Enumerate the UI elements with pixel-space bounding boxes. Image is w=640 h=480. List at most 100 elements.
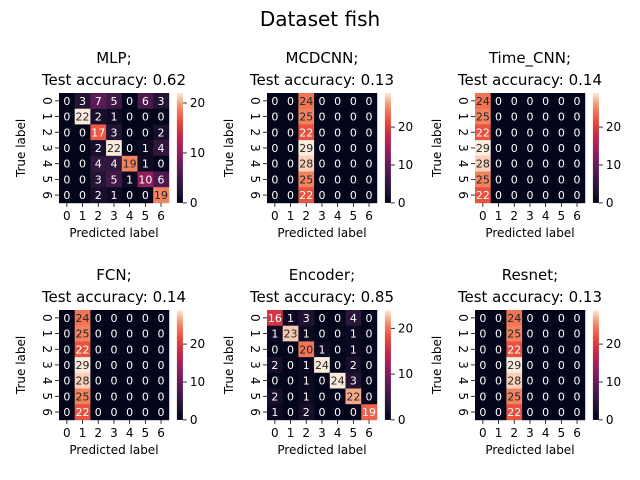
y-tick-label: 3 (456, 361, 470, 369)
x-tick-label: 3 (110, 426, 118, 440)
heatmap-cell (361, 171, 378, 188)
heatmap-cell (267, 310, 283, 326)
cell-value-label: 0 (334, 312, 341, 325)
heatmap-cell (537, 372, 554, 389)
heatmap-cell (267, 171, 283, 188)
cell-value-label: 0 (350, 158, 357, 171)
heatmap-cell (569, 108, 586, 125)
cell-value-label: 0 (366, 173, 373, 186)
cell-value-label: 0 (558, 111, 565, 124)
cell-value-label: 4 (95, 158, 102, 171)
colorbar-tick-label: 20 (190, 96, 205, 110)
colorbar (592, 310, 599, 420)
panel-title-model: FCN; (96, 266, 131, 284)
heatmap-cell (522, 325, 539, 342)
cell-value-label: 0 (366, 328, 373, 341)
heatmap-cell (475, 140, 491, 157)
cell-value-label: 0 (574, 406, 581, 419)
heatmap-cell (106, 171, 123, 188)
cell-value-label: 0 (558, 328, 565, 341)
cell-value-label: 29 (76, 359, 90, 372)
cell-value-label: 0 (495, 375, 502, 388)
heatmap-cell (106, 108, 123, 125)
heatmap-cell (329, 341, 346, 358)
panel-title-accuracy: Test accuracy: 0.85 (249, 288, 394, 306)
heatmap-cell (522, 404, 539, 421)
cell-value-label: 0 (526, 173, 533, 186)
heatmap-cell (298, 108, 315, 125)
cell-value-label: 19 (123, 158, 137, 171)
heatmap-cell (475, 357, 491, 374)
x-tick-label: 2 (302, 209, 310, 223)
cell-value-label: 0 (95, 328, 102, 341)
cell-value-label: 0 (142, 406, 149, 419)
cell-value-label: 0 (558, 375, 565, 388)
colorbar (176, 310, 183, 420)
heatmap-cell (153, 140, 170, 157)
heatmap-cell (490, 325, 507, 342)
cell-value-label: 0 (526, 328, 533, 341)
heatmap-cell (537, 171, 554, 188)
heatmap-cell (345, 372, 362, 389)
cell-value-label: 0 (318, 390, 325, 403)
cell-value-label: 0 (558, 390, 565, 403)
x-tick-label: 5 (142, 426, 150, 440)
heatmap-cell (553, 341, 570, 358)
cell-value-label: 1 (142, 142, 149, 155)
heatmap-cell (298, 187, 315, 204)
heatmap-cell (345, 310, 362, 326)
cell-value-label: 1 (287, 312, 294, 325)
cell-value-label: 24 (507, 312, 521, 325)
heatmap-cell (90, 372, 107, 389)
heatmap-cell (522, 124, 539, 141)
heatmap-cell (121, 341, 138, 358)
cell-value-label: 29 (507, 359, 521, 372)
cell-value-label: 0 (366, 189, 373, 202)
cell-value-label: 0 (526, 312, 533, 325)
heatmap-cell (553, 388, 570, 405)
heatmap-cell (506, 171, 523, 188)
cell-value-label: 0 (95, 359, 102, 372)
cell-value-label: 0 (287, 111, 294, 124)
colorbar-tick-label: 20 (190, 337, 205, 351)
heatmap-cell (361, 124, 378, 141)
heatmap-cell (59, 372, 75, 389)
cell-value-label: 0 (334, 189, 341, 202)
heatmap-cell (506, 357, 523, 374)
heatmap-cell (569, 187, 586, 204)
heatmap-cell (345, 187, 362, 204)
cell-value-label: 0 (158, 406, 165, 419)
x-tick-label: 4 (542, 426, 550, 440)
heatmap-cell (153, 93, 170, 109)
y-tick-label: 2 (248, 345, 262, 353)
heatmap-cell (314, 372, 331, 389)
cell-value-label: 1 (142, 158, 149, 171)
x-axis-label: Predicted label (485, 226, 574, 240)
x-tick-label: 1 (287, 209, 295, 223)
cell-value-label: 0 (366, 126, 373, 139)
heatmap-cell (121, 155, 138, 172)
cell-value-label: 3 (79, 95, 86, 108)
cell-value-label: 23 (284, 328, 298, 341)
cell-value-label: 0 (558, 189, 565, 202)
heatmap-cell (569, 310, 586, 326)
heatmap-cell (137, 404, 154, 421)
cell-value-label: 0 (318, 328, 325, 341)
y-tick-label: 4 (40, 160, 54, 168)
heatmap-cell (106, 140, 123, 157)
heatmap-cell (553, 357, 570, 374)
heatmap-cell (106, 124, 123, 141)
cell-value-label: 0 (95, 312, 102, 325)
cell-value-label: 0 (495, 189, 502, 202)
cell-value-label: 0 (63, 359, 70, 372)
heatmap-cell (90, 325, 107, 342)
heatmap-cell (267, 388, 283, 405)
heatmap-cell (282, 388, 299, 405)
cell-value-label: 0 (479, 375, 486, 388)
cell-value-label: 0 (63, 111, 70, 124)
heatmap-cell (74, 325, 91, 342)
y-tick-label: 1 (248, 330, 262, 338)
colorbar-tick-label: 10 (606, 375, 621, 389)
cell-value-label: 1 (110, 189, 117, 202)
